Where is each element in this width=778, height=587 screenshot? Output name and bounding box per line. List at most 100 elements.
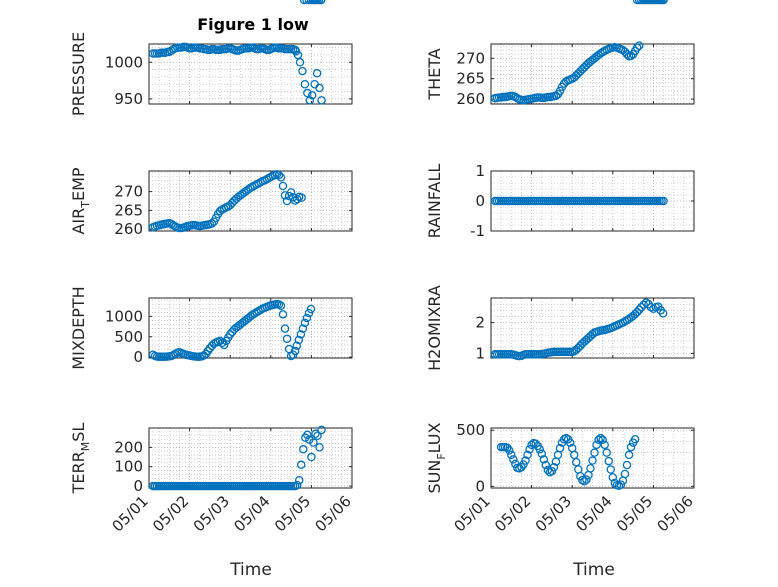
data-point: [555, 86, 565, 96]
data-point: [304, 308, 314, 318]
data-point: [303, 430, 312, 440]
data-point: [632, 307, 642, 317]
data-point: [317, 96, 326, 105]
data-point: [509, 455, 518, 464]
data-point: [659, 0, 668, 5]
subplot-6: 1 2 H2OMIXRA: [425, 285, 695, 371]
data-point: [276, 301, 286, 311]
y-axis-label: H2OMIXRA: [425, 285, 444, 371]
data-point: [294, 476, 304, 485]
data-point: [312, 69, 322, 78]
y-axis-label: AIRTEMP: [69, 167, 92, 234]
data-point: [565, 438, 575, 447]
y-tick-label: 270: [456, 49, 485, 67]
y-axis-label: RAINFALL: [425, 164, 444, 239]
y-axis-label: TERRMSL: [69, 423, 92, 495]
data-point: [299, 0, 309, 5]
y-axis-label: MIXDEPTH: [69, 286, 88, 369]
data-point: [626, 51, 636, 61]
data-point: [622, 49, 632, 59]
data-point: [225, 330, 235, 339]
data-point: [624, 450, 634, 460]
x-tick-label: 05/03: [190, 492, 233, 535]
y-tick-label: 0: [475, 192, 485, 210]
data-point: [606, 465, 616, 474]
data-point: [598, 435, 607, 445]
data-point: [276, 173, 286, 182]
subplot-2: 260 265 270 THETA: [425, 0, 695, 108]
y-axis-label-subscript: F: [435, 453, 448, 459]
data-point: [315, 443, 324, 452]
data-point: [278, 181, 288, 191]
data-point: [626, 442, 636, 452]
data-point: [592, 440, 601, 450]
data-point: [588, 456, 597, 465]
y-tick-label: 500: [456, 421, 485, 439]
data-point: [292, 341, 302, 351]
data-point: [551, 91, 561, 101]
x-tick-label: 05/01: [451, 492, 494, 535]
data-point: [302, 0, 311, 5]
x-tick-label: 05/06: [312, 492, 355, 535]
y-tick-label: 1: [475, 344, 485, 362]
data-point: [549, 463, 559, 472]
data-point: [305, 96, 315, 105]
data-point: [274, 170, 284, 180]
y-tick-label: 2: [475, 314, 485, 332]
data-point: [523, 450, 532, 460]
y-tick-label: 0: [475, 477, 485, 495]
data-point: [307, 90, 317, 100]
data-point: [535, 445, 544, 454]
y-tick-label: 0: [133, 477, 143, 495]
data-point: [586, 464, 595, 473]
data-point: [317, 425, 326, 435]
data-point: [292, 480, 302, 490]
x-tick-label: 05/05: [271, 492, 314, 535]
data-point: [286, 188, 296, 197]
data-point: [596, 433, 605, 443]
data-point: [303, 88, 312, 98]
data-point: [630, 434, 640, 444]
y-axis-label-subscript: T: [79, 201, 92, 209]
subplot-1: 950 1000 PRESSURE: [69, 32, 353, 116]
data-point: [306, 304, 316, 314]
axes-box: [490, 43, 695, 105]
data-point: [315, 83, 324, 93]
data-point: [280, 324, 290, 333]
x-tick-label: 05/03: [532, 492, 575, 535]
figure-title: Figure 1 low: [197, 15, 309, 34]
x-tick-label: 05/05: [613, 492, 656, 535]
data-point: [207, 219, 217, 228]
data-point: [298, 324, 308, 333]
x-tick-label: 05/02: [491, 492, 534, 535]
y-tick-label: 1000: [105, 53, 143, 71]
y-tick-label: 260: [456, 90, 485, 108]
data-point: [580, 477, 589, 486]
y-tick-label: 200: [114, 438, 143, 456]
data-point: [541, 460, 551, 470]
data-point: [292, 194, 302, 204]
data-point: [307, 452, 316, 462]
x-tick-label: 05/06: [654, 492, 697, 535]
subplot-5: 0 500 1000 MIXDEPTH: [69, 0, 353, 370]
axes-box: [148, 427, 353, 489]
data-point: [278, 310, 288, 319]
y-tick-label: 0: [133, 348, 143, 366]
y-tick-label: 265: [456, 70, 485, 88]
data-point: [505, 446, 514, 455]
data-point: [298, 66, 307, 76]
data-point: [620, 469, 630, 479]
data-point: [527, 440, 536, 450]
data-point: [296, 330, 306, 339]
data-point: [316, 0, 326, 5]
data-point: [290, 346, 300, 356]
data-point: [521, 456, 530, 465]
data-point: [634, 41, 644, 50]
x-tick-label: 05/04: [572, 492, 615, 535]
data-point: [300, 318, 310, 328]
data-point: [531, 439, 540, 448]
axes-box: [490, 427, 695, 489]
